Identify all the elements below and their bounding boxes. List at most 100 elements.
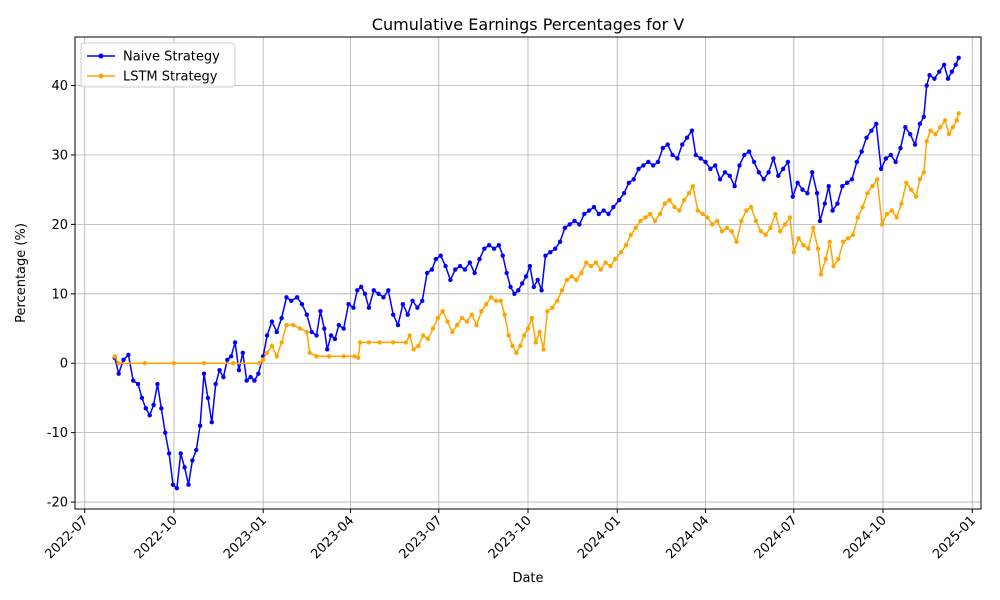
lstm-strategy-point xyxy=(510,343,515,349)
legend-label-lstm-strategy: LSTM Strategy xyxy=(123,70,218,85)
lstm-strategy-point xyxy=(875,177,880,182)
lstm-strategy-point xyxy=(787,215,793,220)
lstm-strategy-point xyxy=(341,354,346,359)
lstm-strategy-point xyxy=(459,315,465,321)
lstm-strategy-point xyxy=(356,355,361,360)
lstm-strategy-point xyxy=(569,274,574,279)
naive-strategy-point xyxy=(616,197,622,203)
lstm-strategy-point xyxy=(574,277,579,283)
lstm-strategy-point xyxy=(377,340,382,345)
naive-strategy-point xyxy=(336,322,342,328)
naive-strategy-point xyxy=(500,253,505,258)
lstm-strategy-point xyxy=(304,329,310,335)
naive-strategy-point xyxy=(405,312,410,317)
naive-strategy-point xyxy=(341,326,346,331)
naive-strategy-point xyxy=(766,170,771,175)
naive-strategy-point xyxy=(582,211,587,217)
lstm-strategy-point xyxy=(695,208,700,213)
naive-strategy-point xyxy=(917,121,923,126)
lstm-strategy-point xyxy=(773,211,778,217)
lstm-strategy-point xyxy=(279,340,284,345)
naive-strategy-point xyxy=(785,159,791,165)
lstm-strategy-point xyxy=(700,211,705,217)
naive-strategy-point xyxy=(826,184,831,189)
naive-strategy-point xyxy=(751,159,757,165)
lstm-strategy-point xyxy=(230,361,236,366)
naive-strategy-point xyxy=(591,204,597,210)
naive-strategy-point xyxy=(874,121,879,126)
y-tick-label: -10 xyxy=(47,426,68,441)
lstm-strategy-point xyxy=(518,343,523,349)
naive-strategy-point xyxy=(883,156,889,161)
lstm-strategy-point xyxy=(638,218,643,224)
naive-strategy-point xyxy=(482,246,487,251)
lstm-strategy-point xyxy=(269,343,275,349)
lstm-strategy-point xyxy=(588,263,594,269)
lstm-strategy-point xyxy=(690,184,696,189)
y-axis-label: Percentage (%) xyxy=(14,223,29,323)
naive-strategy-point xyxy=(448,277,453,283)
lstm-strategy-point xyxy=(608,263,613,269)
lstm-strategy-point xyxy=(908,187,914,192)
naive-strategy-point xyxy=(756,170,762,175)
naive-strategy-point xyxy=(178,451,183,456)
y-tick-label: 30 xyxy=(51,149,68,164)
lstm-strategy-point xyxy=(291,322,296,328)
lstm-strategy-point xyxy=(314,354,319,359)
naive-strategy-point xyxy=(956,55,961,61)
naive-strategy-point xyxy=(516,288,521,293)
lstm-strategy-point xyxy=(942,118,948,123)
legend-label-naive-strategy: Naive Strategy xyxy=(123,50,220,65)
lstm-strategy-point xyxy=(753,218,759,224)
y-tick-label: 40 xyxy=(51,79,68,94)
lstm-strategy-point xyxy=(550,305,555,310)
naive-strategy-point xyxy=(213,381,218,387)
naive-strategy-point xyxy=(170,482,176,487)
naive-strategy-point xyxy=(708,166,713,172)
lstm-strategy-point xyxy=(307,350,312,356)
naive-strategy-point xyxy=(410,298,415,303)
naive-strategy-point xyxy=(121,357,126,362)
lstm-strategy-point xyxy=(284,322,289,328)
naive-strategy-point xyxy=(945,76,951,81)
naive-strategy-point xyxy=(814,190,820,196)
naive-strategy-point xyxy=(776,173,781,179)
lstm-strategy-point xyxy=(836,256,841,262)
lstm-strategy-point xyxy=(584,260,589,265)
naive-strategy-point xyxy=(586,208,592,213)
naive-strategy-point xyxy=(746,149,752,154)
y-axis: -20 -10 0 10 20 30 40 xyxy=(47,79,75,511)
naive-strategy-point xyxy=(453,267,458,272)
naive-strategy-point xyxy=(552,246,558,251)
lstm-strategy-point xyxy=(823,256,828,262)
legend-marker-naive-strategy xyxy=(98,53,104,59)
naive-strategy-point xyxy=(433,256,439,262)
naive-strategy-point xyxy=(381,295,386,300)
naive-strategy-point xyxy=(907,131,913,137)
naive-strategy-point xyxy=(650,163,656,168)
naive-strategy-point xyxy=(548,249,553,255)
naive-strategy-point xyxy=(703,159,708,165)
naive-strategy-point xyxy=(912,142,918,147)
naive-strategy-point xyxy=(953,62,958,67)
naive-strategy-point xyxy=(646,159,651,165)
naive-strategy-point xyxy=(689,128,695,133)
lstm-strategy-point xyxy=(464,319,470,324)
naive-strategy-point xyxy=(660,145,666,151)
lstm-strategy-point xyxy=(831,263,836,269)
naive-strategy-point xyxy=(949,69,955,74)
naive-strategy-point xyxy=(817,218,823,224)
lstm-strategy-point xyxy=(681,197,687,203)
naive-strategy-point xyxy=(504,270,509,276)
lstm-strategy-point xyxy=(924,138,929,144)
lstm-strategy-point xyxy=(474,322,479,328)
naive-strategy-point xyxy=(472,270,477,276)
naive-strategy-point xyxy=(395,322,401,328)
naive-strategy-point xyxy=(355,288,360,293)
naive-strategy-point xyxy=(717,177,723,182)
lstm-strategy-point xyxy=(791,249,796,255)
naive-strategy-point xyxy=(491,246,497,251)
naive-strategy-point xyxy=(244,378,249,383)
naive-strategy-point xyxy=(131,378,136,383)
lstm-strategy-point xyxy=(884,211,890,217)
